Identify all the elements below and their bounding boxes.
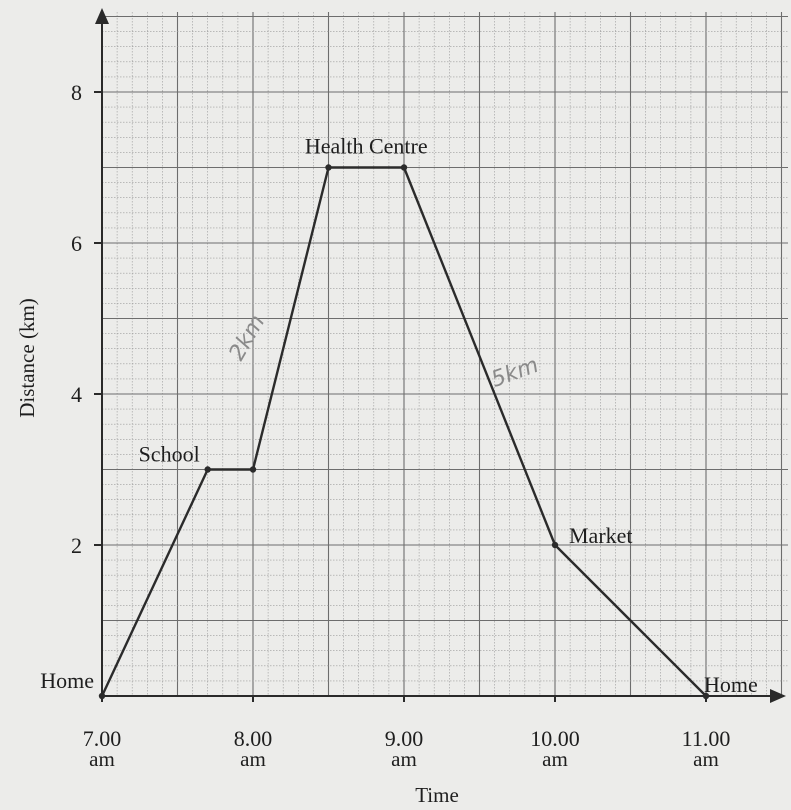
y-tick-label: 4 bbox=[71, 382, 82, 407]
x-axis-title: Time bbox=[415, 783, 459, 807]
x-tick-period: am bbox=[693, 747, 719, 771]
y-axis-title: Distance (km) bbox=[15, 298, 39, 418]
journey-point bbox=[551, 541, 559, 549]
y-axis-ticks: 2 4 6 8 bbox=[71, 80, 102, 558]
y-tick-label: 2 bbox=[71, 533, 82, 558]
journey-point bbox=[98, 692, 106, 700]
journey-point bbox=[249, 466, 257, 473]
x-tick-period: am bbox=[542, 747, 568, 771]
journey-point bbox=[702, 692, 710, 700]
x-axis-arrow bbox=[770, 689, 786, 703]
y-tick-label: 8 bbox=[71, 80, 82, 105]
x-tick-period: am bbox=[240, 747, 266, 771]
journey-point bbox=[325, 164, 332, 171]
place-label: Health Centre bbox=[305, 134, 428, 159]
handwritten-note: 5km bbox=[488, 353, 542, 393]
place-label: School bbox=[139, 442, 200, 467]
x-tick-period: am bbox=[89, 747, 115, 771]
x-tick-label: 9.00 bbox=[385, 726, 424, 751]
y-axis-arrow bbox=[95, 8, 109, 24]
place-annotations: Home School Health Centre Market Home bbox=[40, 134, 758, 698]
chart-grid bbox=[102, 12, 788, 696]
x-tick-label: 11.00 bbox=[682, 726, 731, 751]
y-tick-label: 6 bbox=[71, 231, 82, 256]
journey-series bbox=[98, 164, 710, 700]
x-tick-period: am bbox=[391, 747, 417, 771]
chart-axes bbox=[95, 8, 786, 703]
journey-point bbox=[400, 164, 408, 171]
x-tick-label: 8.00 bbox=[234, 726, 273, 751]
x-tick-label: 10.00 bbox=[530, 726, 580, 751]
place-label: Home bbox=[40, 668, 94, 693]
x-tick-label: 7.00 bbox=[83, 726, 122, 751]
place-label: Market bbox=[569, 523, 633, 548]
journey-point bbox=[204, 466, 211, 473]
place-label: Home bbox=[704, 672, 758, 697]
